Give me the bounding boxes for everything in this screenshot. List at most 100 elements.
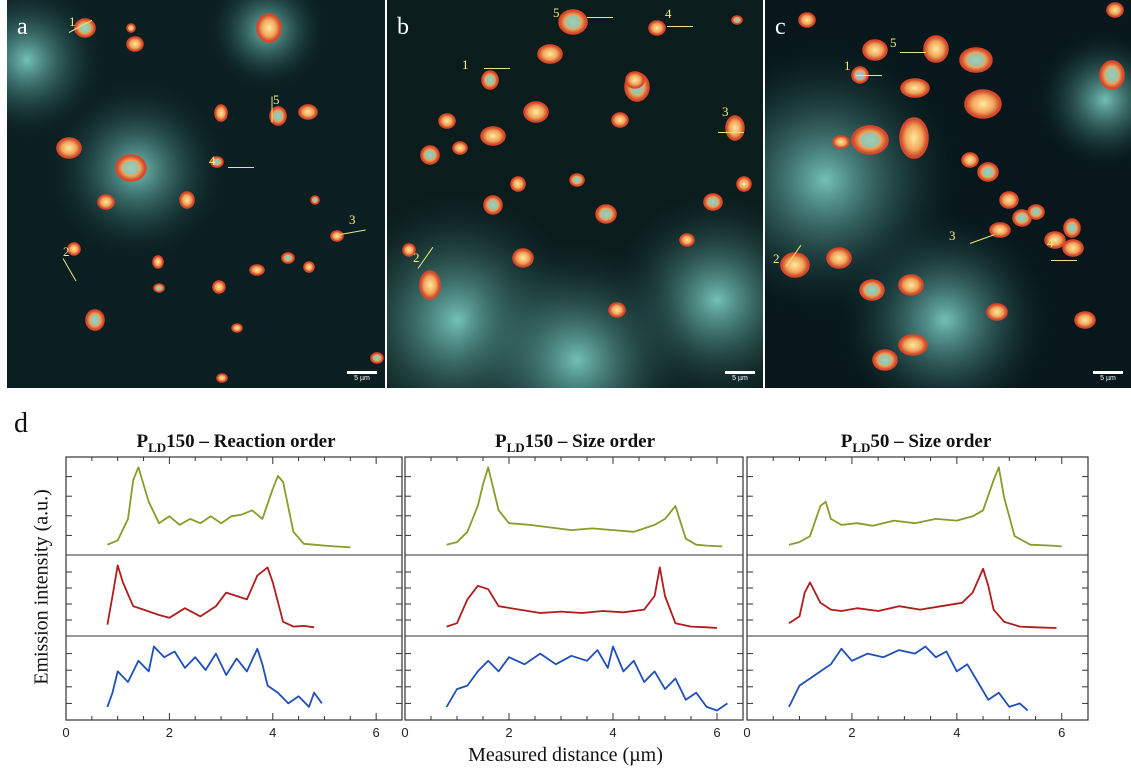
plot-title-2-prefix: P [495, 431, 507, 452]
particle [126, 23, 136, 33]
particle-marker-5: 5 [273, 92, 280, 107]
particle [608, 302, 626, 318]
particle-core [734, 17, 740, 23]
particle-marker-1: 1 [69, 14, 76, 29]
particle [964, 89, 1002, 119]
x-tick-label: 4 [269, 725, 276, 740]
particle [438, 113, 456, 129]
particle [1062, 239, 1084, 257]
x-tick-label: 6 [713, 725, 720, 740]
series-line-red [106, 564, 315, 629]
particle [126, 36, 144, 52]
plot-title-2-sub: LD [506, 439, 525, 455]
particle [679, 233, 695, 247]
background-glow [835, 210, 1055, 388]
particle-core [373, 355, 381, 361]
measurement-line-3 [718, 132, 744, 133]
series-line-red [446, 566, 718, 629]
background-glow [457, 240, 697, 388]
scale-bar-c-label: 5 µm [1100, 375, 1116, 382]
plot-title-1-rest: 150 – Reaction order [166, 431, 336, 452]
particle [862, 39, 888, 61]
particle [898, 334, 928, 356]
particle [899, 117, 929, 159]
x-tick-label: 6 [373, 725, 380, 740]
series-line-blue [788, 645, 1029, 712]
particle-marker-4: 4 [209, 153, 216, 168]
particle-marker-4: 4 [665, 6, 672, 21]
plot-title-3-rest: 50 – Size order [870, 431, 992, 452]
particle [736, 176, 752, 192]
scale-bar-c: 5 µm [1093, 371, 1123, 382]
particle [249, 264, 265, 276]
particle-marker-2: 2 [413, 250, 420, 265]
particle [56, 137, 82, 159]
particle [179, 191, 195, 209]
particle-core [967, 53, 985, 67]
particle [303, 261, 315, 273]
scale-bar-b: 5 µm [725, 371, 755, 382]
series-line-blue [106, 645, 323, 708]
particle [989, 222, 1011, 238]
measurement-line-5 [900, 52, 926, 53]
plot-frame [404, 456, 744, 721]
particle-core [1017, 213, 1027, 223]
series-line-blue [445, 645, 728, 712]
plot-title-2: PLD150 – Size order [405, 431, 745, 456]
plot-frame [746, 456, 1089, 721]
x-tick-label: 0 [401, 725, 408, 740]
plot-title-3-sub: LD [852, 439, 871, 455]
particle-marker-5: 5 [553, 5, 560, 20]
x-tick-label: 6 [1058, 725, 1065, 740]
particle [214, 104, 228, 122]
particle [625, 71, 645, 89]
x-tick-label: 0 [743, 725, 750, 740]
particle [256, 13, 282, 43]
particle-core [90, 314, 100, 326]
particle [298, 104, 318, 120]
particle [452, 141, 468, 155]
particle [212, 280, 226, 294]
series-line-olive [446, 466, 723, 548]
plot-frame [65, 456, 403, 721]
plot-title-1: PLD150 – Reaction order [66, 431, 406, 456]
particle [923, 35, 949, 63]
micrograph-panel-b: b 5 µm 1 2 3 4 5 [387, 0, 763, 388]
particle [152, 255, 164, 269]
particle-marker-1: 1 [844, 58, 851, 73]
particle-marker-1: 1 [462, 57, 469, 72]
particle [231, 323, 243, 333]
measurement-line-1 [856, 75, 882, 76]
particle [898, 274, 924, 296]
panel-label-b: b [397, 14, 409, 40]
micrograph-a-image [7, 0, 385, 388]
measurement-line-5 [587, 17, 613, 18]
particle [648, 20, 666, 36]
particle-core [213, 159, 221, 165]
scale-bar-a: 5 µm [347, 371, 377, 382]
plot-title-2-rest: 150 – Size order [524, 431, 655, 452]
particle-core [284, 255, 292, 261]
particle [510, 176, 526, 192]
measurement-line-4 [1051, 260, 1077, 261]
measurement-line-4 [228, 167, 254, 168]
x-tick-label: 4 [609, 725, 616, 740]
particle-core [565, 15, 581, 29]
plot-title-1-prefix: P [136, 431, 149, 452]
panel-label-a: a [17, 14, 28, 40]
measurement-line-4 [667, 26, 693, 27]
series-line-red [788, 567, 1057, 629]
particle-core [982, 167, 994, 177]
micrograph-b-image [387, 0, 763, 388]
plot-title-3: PLD50 – Size order [746, 431, 1086, 456]
particle-core [1105, 67, 1119, 83]
plot-title-3-prefix: P [840, 431, 853, 452]
particle-core [878, 354, 892, 366]
panel-label-d: d [14, 408, 28, 439]
particle [419, 270, 441, 300]
particle-core [573, 176, 581, 184]
x-axis-label: Measured distance (µm) [468, 744, 663, 766]
particle-marker-2: 2 [773, 251, 780, 266]
panel-label-c: c [775, 14, 786, 40]
